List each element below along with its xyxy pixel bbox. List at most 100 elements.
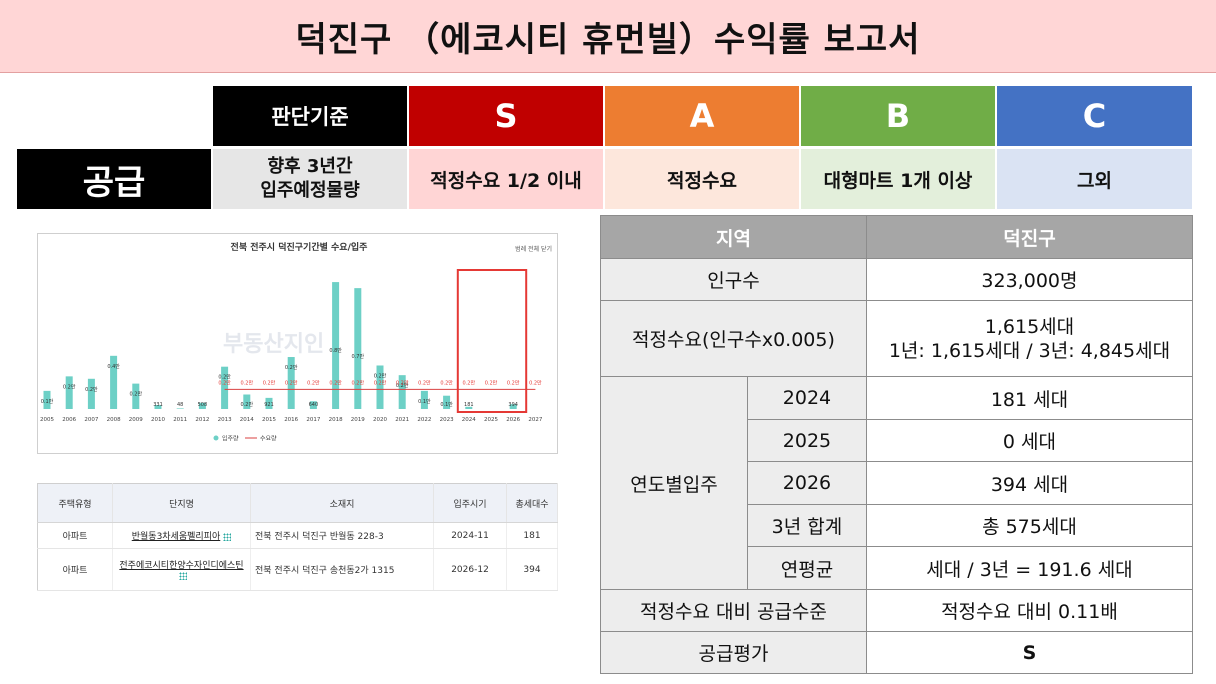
bar-data-label: 0.7만	[352, 353, 365, 360]
demand-data-label: 0.2만	[263, 379, 276, 386]
ratio-value: 적정수요 대비 0.11배	[865, 589, 1194, 632]
demand-data-label: 0.2만	[241, 379, 254, 386]
complex-name-link[interactable]: 반월동3차세움펠리피아	[112, 522, 251, 549]
supply-bar	[43, 390, 51, 409]
bar-data-label: 181	[464, 402, 474, 408]
bar-data-label: 921	[264, 402, 274, 408]
bar-data-label: 0.1만	[440, 401, 453, 408]
region-header: 지역	[600, 215, 867, 259]
demand-data-label: 0.2만	[285, 379, 298, 386]
legend-supply-marker	[213, 435, 219, 441]
demand-data-label: 0.2만	[463, 379, 476, 386]
x-tick-label: 2014	[240, 417, 254, 423]
complex-table-header: 주택유형 단지명 소재지 입주시기 총세대수	[37, 483, 558, 523]
col-header-type: 주택유형	[37, 483, 113, 523]
grade-a-description: 적정수요	[605, 149, 799, 209]
supply-bar	[443, 395, 451, 409]
complex-name: 반월동3차세움펠리피아	[131, 532, 221, 542]
bar-data-label: 0.2만	[218, 374, 231, 381]
cell-households: 181	[506, 522, 558, 549]
x-tick-label: 2006	[62, 417, 76, 423]
supply-bar	[287, 357, 295, 409]
supply-bar	[309, 401, 317, 409]
supply-bar	[221, 366, 229, 409]
grade-c-description: 그외	[997, 149, 1192, 209]
complex-name: 전주에코시티한양수자인디에스틴	[119, 561, 244, 571]
supply-bar	[243, 394, 251, 409]
x-tick-label: 2008	[107, 417, 121, 423]
bar-data-label: 508	[198, 402, 208, 408]
supply-bar	[176, 408, 184, 409]
x-tick-label: 2016	[284, 417, 298, 423]
population-label: 인구수	[600, 258, 867, 301]
x-tick-label: 2022	[417, 417, 431, 423]
cell-households: 394	[506, 548, 558, 591]
year-2026-value: 394 세대	[865, 461, 1194, 505]
year-2024-value: 181 세대	[865, 376, 1194, 420]
supply-bar	[465, 406, 473, 409]
legend-toggle-link[interactable]: 범례 전체 닫기	[515, 245, 552, 253]
table-row: 아파트 전주에코시티한양수자인디에스틴 전북 전주시 덕진구 송천동2가 131…	[37, 548, 558, 591]
demand-value-breakdown: 1년: 1,615세대 / 3년: 4,845세대	[888, 339, 1171, 362]
bar-data-label: 640	[309, 402, 319, 408]
total-label: 3년 합계	[747, 504, 867, 547]
supply-bar	[154, 404, 162, 409]
col-header-households: 총세대수	[506, 483, 558, 523]
supply-bar	[509, 404, 517, 409]
supply-bar	[132, 383, 140, 409]
x-tick-label: 2007	[84, 417, 98, 423]
x-tick-label: 2011	[173, 417, 187, 423]
x-tick-label: 2021	[395, 417, 409, 423]
grade-s-description: 적정수요 1/2 이내	[409, 149, 603, 209]
supply-row-label: 공급	[17, 149, 211, 209]
bar-data-label: 0.2만	[285, 364, 298, 371]
supply-bar	[87, 378, 95, 409]
demand-data-label: 0.2만	[529, 379, 542, 386]
grid-icon[interactable]	[179, 571, 187, 580]
demand-data-label: 0.2만	[396, 379, 409, 386]
grade-value: S	[865, 631, 1194, 674]
x-tick-label: 2026	[506, 417, 520, 423]
bar-data-label: 48	[177, 402, 183, 408]
grade-c-header: C	[997, 86, 1192, 146]
supply-basis: 향후 3년간 입주예정물량	[213, 149, 407, 209]
table-row: 아파트 반월동3차세움펠리피아 전북 전주시 덕진구 반월동 228-3 202…	[37, 522, 558, 549]
bar-data-label: 0.2만	[130, 391, 143, 398]
supply-bar	[265, 397, 273, 409]
x-tick-label: 2005	[40, 417, 54, 423]
grade-s-header: S	[409, 86, 603, 146]
total-value: 총 575세대	[865, 504, 1194, 547]
x-tick-label: 2023	[440, 417, 454, 423]
demand-data-label: 0.2만	[418, 379, 431, 386]
demand-value-yearly: 1,615세대	[984, 315, 1075, 338]
supply-bar	[65, 376, 73, 409]
summary-table: 지역 덕진구 인구수 323,000명 적정수요(인구수x0.005) 1,61…	[600, 215, 1194, 674]
grid-icon[interactable]	[223, 532, 232, 541]
cell-type: 아파트	[37, 548, 113, 591]
bar-data-label: 394	[508, 402, 518, 408]
x-tick-label: 2019	[351, 417, 365, 423]
bar-data-label: 0.2만	[241, 401, 254, 408]
cell-movein: 2026-12	[433, 548, 507, 591]
x-tick-label: 2024	[462, 417, 476, 423]
demand-data-label: 0.2만	[485, 379, 498, 386]
bar-data-label: 0.2만	[374, 372, 387, 379]
bar-data-label: 0.2만	[63, 383, 76, 390]
supply-bar	[332, 282, 340, 409]
chart-svg: 전북 전주시 덕진구기간별 수요/입주 범례 전체 닫기 부동산지인 2005 2…	[40, 241, 552, 443]
population-value: 323,000명	[865, 258, 1194, 301]
x-tick-label: 2017	[306, 417, 320, 423]
average-label: 연평균	[747, 546, 867, 590]
year-2026-label: 2026	[747, 461, 867, 505]
complex-name-link[interactable]: 전주에코시티한양수자인디에스틴	[112, 548, 251, 591]
demand-data-label: 0.2만	[307, 379, 320, 386]
bar-data-label: 0.1만	[41, 398, 54, 405]
year-2024-label: 2024	[747, 376, 867, 420]
legend-supply-label: 입주량	[222, 435, 239, 443]
complex-table: 주택유형 단지명 소재지 입주시기 총세대수 아파트 반월동3차세움펠리피아 전…	[37, 483, 558, 591]
x-tick-label: 2020	[373, 417, 387, 423]
demand-data-label: 0.2만	[440, 379, 453, 386]
highlight-box	[456, 269, 528, 413]
col-header-name: 단지명	[112, 483, 251, 523]
supply-bar	[376, 365, 384, 409]
